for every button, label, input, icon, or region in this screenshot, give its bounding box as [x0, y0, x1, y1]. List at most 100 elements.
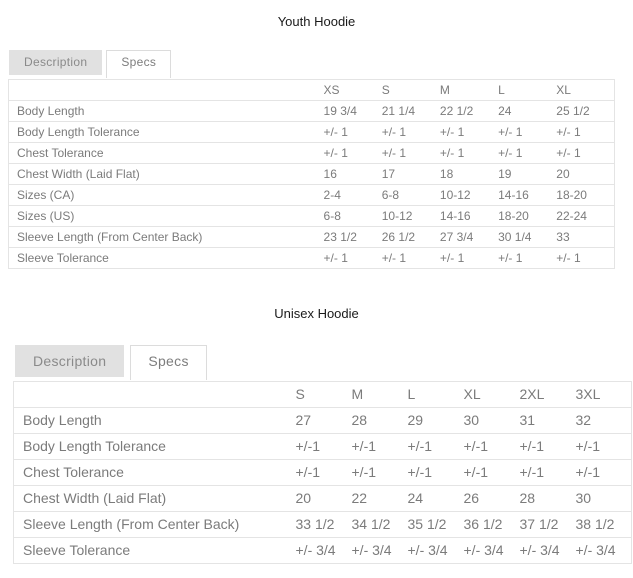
- tab-description[interactable]: Description: [9, 50, 103, 75]
- cell-value: 26: [463, 490, 480, 506]
- cell-value: +/-1: [519, 438, 545, 454]
- cell-value: 30 1/4: [498, 230, 532, 244]
- cell-value: +/- 3/4: [519, 542, 560, 558]
- cell-value: +/- 1: [556, 251, 581, 265]
- specs-table-body: Body Length 19 3/4 21 1/4 22 1/2 24 25 1/2 Bod…: [8, 100, 615, 269]
- cell-value: +/- 1: [381, 146, 407, 160]
- cell-value: +/- 3/4: [575, 542, 616, 558]
- cell-value: +/-1: [519, 464, 545, 480]
- header-row: S M L XL 2XL 3XL: [14, 382, 632, 408]
- cell-value: 27: [295, 412, 312, 428]
- cell-value: 36 1/2: [463, 516, 503, 532]
- cell-value: +/- 3/4: [407, 542, 448, 558]
- cell-value: 33: [556, 230, 570, 244]
- cell-value: 30: [575, 490, 592, 506]
- cell-value: 19: [498, 167, 512, 181]
- cell-value: +/- 1: [323, 125, 348, 139]
- cell-value: 24: [407, 490, 424, 506]
- cell-value: 28: [519, 490, 536, 506]
- cell-value: +/-1: [295, 438, 321, 454]
- table-row: Sleeve Tolerance +/- 3/4 +/- 3/4 +/- 3/4 +/-…: [13, 537, 632, 564]
- cell-value: 18-20: [498, 209, 529, 223]
- cell-value: +/-1: [463, 438, 489, 454]
- cell-value: 22: [351, 490, 368, 506]
- table-row: Sleeve Length (From Center Back) 23 1/2 26…: [8, 226, 615, 248]
- column-header: XS: [323, 83, 340, 97]
- cell-value: 25 1/2: [556, 104, 590, 118]
- cell-value: 33 1/2: [295, 516, 335, 532]
- cell-value: +/-1: [407, 464, 433, 480]
- cell-value: +/- 3/4: [463, 542, 504, 558]
- cell-value: +/-1: [351, 438, 377, 454]
- cell-value: +/- 1: [439, 125, 465, 139]
- row-label: Sizes (CA): [17, 188, 75, 202]
- row-label: Body Length Tolerance: [17, 125, 140, 139]
- column-header: S: [295, 386, 305, 402]
- cell-value: 31: [519, 412, 536, 428]
- cell-value: 20: [556, 167, 570, 181]
- row-label: Sizes (US): [17, 209, 75, 223]
- column-header: XL: [463, 386, 481, 402]
- column-header: L: [407, 386, 416, 402]
- specs-table: S M L XL 2XL 3XL Body Length 27 28 29 30 31 32 Body …: [13, 381, 632, 564]
- row-label: Body Length Tolerance: [23, 438, 166, 454]
- cell-value: 37 1/2: [519, 516, 559, 532]
- cell-value: 21 1/4: [381, 104, 416, 118]
- cell-value: 27 3/4: [439, 230, 474, 244]
- cell-value: +/- 1: [498, 125, 523, 139]
- tab-specs[interactable]: Specs: [130, 345, 207, 380]
- cell-value: 22-24: [556, 209, 587, 223]
- cell-value: +/- 1: [498, 251, 523, 265]
- table-row: Chest Width (Laid Flat) 16 17 18 19 20: [8, 163, 615, 185]
- column-header: M: [439, 83, 450, 97]
- cell-value: 6-8: [381, 188, 400, 202]
- cell-value: +/- 1: [556, 125, 581, 139]
- cell-value: +/-1: [407, 438, 433, 454]
- cell-value: +/-1: [575, 438, 601, 454]
- cell-value: 22 1/2: [439, 104, 474, 118]
- column-header: L: [498, 83, 505, 97]
- table-row: Body Length Tolerance +/-1 +/-1 +/-1 +/-1 +/-…: [13, 433, 632, 460]
- cell-value: 6-8: [323, 209, 341, 223]
- section-youth-hoodie: Youth Hoodie Description Specs XS S M L XL B…: [0, 0, 633, 269]
- row-label: Sleeve Tolerance: [23, 542, 131, 558]
- table-row: Body Length 19 3/4 21 1/4 22 1/2 24 25 1/2: [8, 100, 615, 122]
- cell-value: 14-16: [439, 209, 471, 223]
- tab-bar: Description Specs: [15, 345, 633, 380]
- table-row: Body Length Tolerance +/- 1 +/- 1 +/- 1 +/- …: [8, 121, 615, 143]
- column-header: 2XL: [519, 386, 545, 402]
- table-row: Sizes (CA) 2-4 6-8 10-12 14-16 18-20: [8, 184, 615, 206]
- tab-specs[interactable]: Specs: [106, 50, 172, 78]
- cell-value: +/- 1: [498, 146, 523, 160]
- table-row: Chest Width (Laid Flat) 20 22 24 26 28 30: [13, 485, 632, 512]
- cell-value: +/- 1: [439, 146, 465, 160]
- cell-value: 34 1/2: [351, 516, 391, 532]
- cell-value: 32: [575, 412, 592, 428]
- cell-value: 20: [295, 490, 312, 506]
- cell-value: 16: [323, 167, 337, 181]
- column-header: 3XL: [575, 386, 601, 402]
- cell-value: +/- 1: [381, 125, 407, 139]
- row-label: Chest Tolerance: [23, 464, 124, 480]
- cell-value: 26 1/2: [381, 230, 416, 244]
- row-label: Sleeve Length (From Center Back): [17, 230, 203, 244]
- cell-value: +/-1: [575, 464, 601, 480]
- cell-value: 35 1/2: [407, 516, 447, 532]
- tab-description[interactable]: Description: [15, 345, 125, 377]
- cell-value: +/- 1: [381, 251, 407, 265]
- corner-cell: [14, 382, 296, 408]
- cell-value: +/- 1: [439, 251, 465, 265]
- specs-table-header: S M L XL 2XL 3XL: [14, 382, 632, 408]
- cell-value: 10-12: [381, 209, 413, 223]
- row-label: Body Length: [23, 412, 102, 428]
- cell-value: 24: [498, 104, 512, 118]
- cell-value: +/- 3/4: [295, 542, 336, 558]
- row-label: Chest Width (Laid Flat): [23, 490, 167, 506]
- product-title: Youth Hoodie: [277, 14, 356, 29]
- table-row: Sleeve Tolerance +/- 1 +/- 1 +/- 1 +/- 1 +/- …: [8, 247, 615, 269]
- cell-value: +/- 1: [323, 251, 348, 265]
- cell-value: 28: [351, 412, 368, 428]
- section-unisex-hoodie: Unisex Hoodie Description Specs S M L XL 2XL…: [0, 269, 633, 564]
- cell-value: 17: [381, 167, 396, 181]
- cell-value: +/- 1: [323, 146, 348, 160]
